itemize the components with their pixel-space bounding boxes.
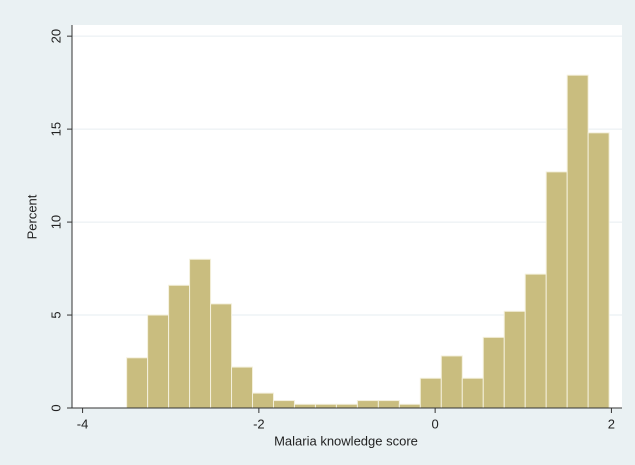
bar — [419, 377, 442, 409]
bar — [272, 400, 295, 409]
y-tick-label: 5 — [48, 311, 63, 318]
bar — [566, 74, 589, 409]
bar — [293, 403, 316, 409]
bar — [503, 310, 526, 409]
bar — [587, 132, 610, 409]
bar — [126, 357, 149, 409]
bar — [398, 403, 421, 409]
bar — [461, 377, 484, 409]
y-tick-label: 10 — [48, 215, 63, 229]
bar — [231, 366, 254, 409]
bar — [252, 392, 274, 409]
bar — [168, 284, 191, 409]
bar — [356, 400, 379, 409]
y-tick-label: 20 — [48, 29, 63, 43]
bar — [482, 336, 505, 409]
bar — [210, 303, 233, 409]
x-tick-label: 0 — [432, 416, 439, 431]
bar — [189, 258, 212, 409]
bar — [524, 273, 547, 409]
y-tick-label: 15 — [48, 122, 63, 136]
bar — [545, 171, 568, 409]
y-axis-label: Percent — [24, 194, 39, 239]
x-tick-label: -4 — [77, 416, 89, 431]
y-tick-label: 0 — [48, 404, 63, 411]
bar — [314, 403, 337, 409]
x-tick-label: -2 — [253, 416, 265, 431]
bar — [335, 403, 358, 409]
x-tick-label: 2 — [608, 416, 615, 431]
bar — [377, 400, 400, 409]
bar — [440, 355, 463, 409]
bar — [147, 314, 170, 409]
x-axis-label: Malaria knowledge score — [274, 433, 418, 448]
